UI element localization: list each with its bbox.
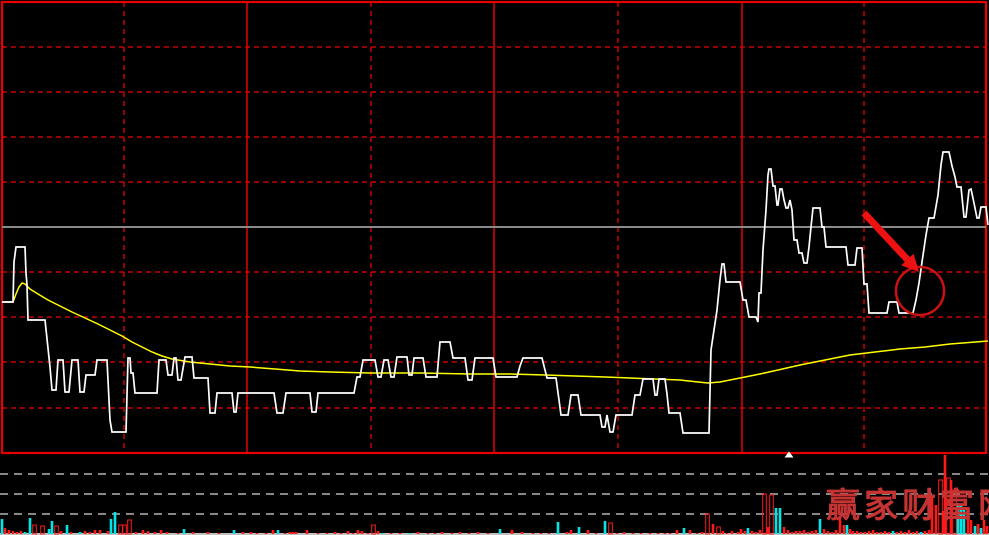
bottom-axis-strip: [0, 533, 989, 535]
price-line: [2, 151, 989, 434]
volume-bars: [0, 455, 989, 535]
triangle-marker: [784, 451, 794, 458]
arrow-annotation-head: [901, 253, 919, 272]
volume-grid: [0, 473, 989, 515]
highlight-circle-annotation: [894, 265, 946, 317]
arrow-annotation-shaft: [861, 210, 910, 262]
annotations: [784, 210, 946, 458]
average-line: [2, 282, 989, 384]
